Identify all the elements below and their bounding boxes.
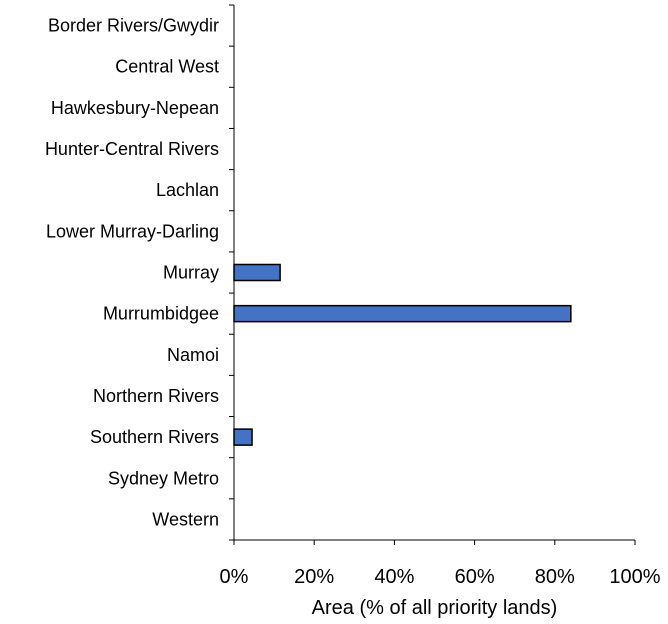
x-tick-label: 80% <box>535 566 575 588</box>
category-label: Namoi <box>167 345 219 365</box>
bar <box>233 263 281 282</box>
category-label: Border Rivers/Gwydir <box>48 16 219 36</box>
x-axis-title: Area (% of all priority lands) <box>312 597 558 619</box>
x-tick-label: 20% <box>294 566 334 588</box>
category-label: Southern Rivers <box>90 427 219 447</box>
x-tick-labels: 0% 20% 40% 60% 80% 100% <box>220 566 661 588</box>
bar <box>233 304 572 323</box>
x-tick-label: 0% <box>220 566 249 588</box>
x-tick-label: 40% <box>374 566 414 588</box>
category-label: Lachlan <box>156 180 219 200</box>
category-label: Sydney Metro <box>108 468 219 488</box>
category-label: Murrumbidgee <box>103 304 219 324</box>
category-label: Murray <box>163 263 219 283</box>
bars <box>233 263 572 446</box>
x-tick-label: 60% <box>455 566 495 588</box>
x-tick-label: 100% <box>609 566 660 588</box>
category-label: Western <box>152 509 219 529</box>
category-label: Lower Murray-Darling <box>46 221 219 241</box>
axes <box>229 4 636 545</box>
category-label: Hawkesbury-Nepean <box>51 98 219 118</box>
category-label: Northern Rivers <box>93 386 219 406</box>
bar <box>233 428 253 446</box>
category-label: Hunter-Central Rivers <box>45 139 219 159</box>
category-labels: Border Rivers/Gwydir Central West Hawkesbu… <box>45 16 219 530</box>
category-label: Central West <box>115 57 219 77</box>
